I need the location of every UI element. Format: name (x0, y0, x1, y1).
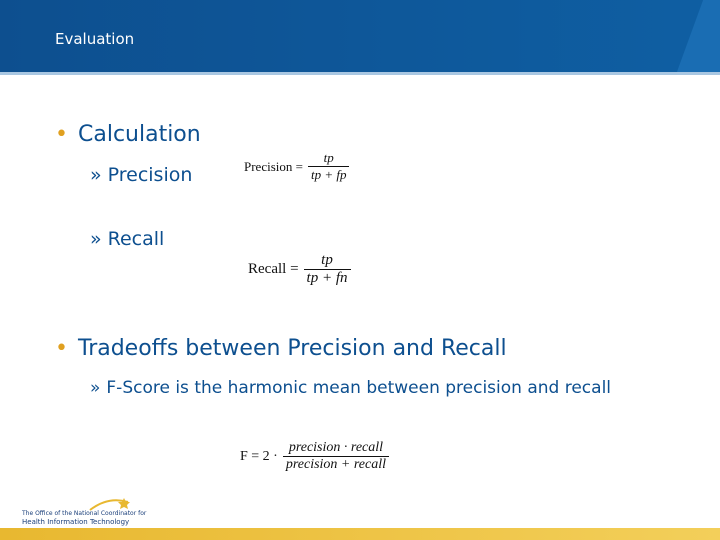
sub-bullet-text: F-Score is the harmonic mean between pre… (106, 378, 612, 398)
denominator: tp + fn (303, 269, 351, 287)
sub-bullet-item: » Recall (90, 228, 240, 250)
formula: Recall = tp tp + fn (248, 252, 351, 287)
logo-text: The Office of the National Coordinator f… (22, 510, 147, 517)
sub-bullet-marker: » (90, 164, 102, 186)
slide-title: Evaluation (55, 30, 135, 48)
sub-bullet-item: » Precision (90, 164, 240, 186)
footer-bar (0, 528, 720, 540)
denominator: tp + fp (307, 166, 350, 183)
sub-bullet-marker: » (90, 378, 101, 398)
denominator: precision + recall (282, 456, 390, 473)
bullet-text: Tradeoffs between Precision and Recall (77, 336, 507, 361)
numerator: tp (321, 252, 333, 268)
logo-text: Health Information Technology (22, 518, 130, 526)
formula-lhs: Recall = (248, 261, 299, 277)
formula-lhs: Precision = (244, 158, 303, 174)
fraction: precision · recall precision + recall (282, 440, 390, 473)
numerator: precision · recall (288, 440, 384, 455)
bullet-item: • Tradeoffs between Precision and Recall (55, 336, 507, 361)
formula: Precision = tp tp + fp (244, 150, 350, 183)
bullet-item: • Calculation (55, 122, 201, 147)
sub-bullet-item: » F-Score is the harmonic mean between pr… (90, 378, 633, 399)
sub-bullet-text: Precision (107, 164, 193, 186)
formula-lhs: F = 2 · (240, 448, 278, 464)
header-line (0, 72, 720, 75)
header-bar (0, 0, 720, 72)
bullet-text: Calculation (77, 122, 201, 147)
formula: F = 2 · precision · recall precision + rec… (240, 440, 390, 473)
numerator: tp (323, 150, 334, 165)
logo-swoosh (89, 498, 130, 511)
sub-bullet-text: Recall (107, 228, 165, 250)
bullet-marker: • (55, 122, 68, 147)
fraction: tp tp + fp (307, 150, 350, 183)
fraction: tp tp + fn (303, 252, 351, 287)
bullet-marker: • (55, 336, 68, 361)
sub-bullet-marker: » (90, 228, 102, 250)
